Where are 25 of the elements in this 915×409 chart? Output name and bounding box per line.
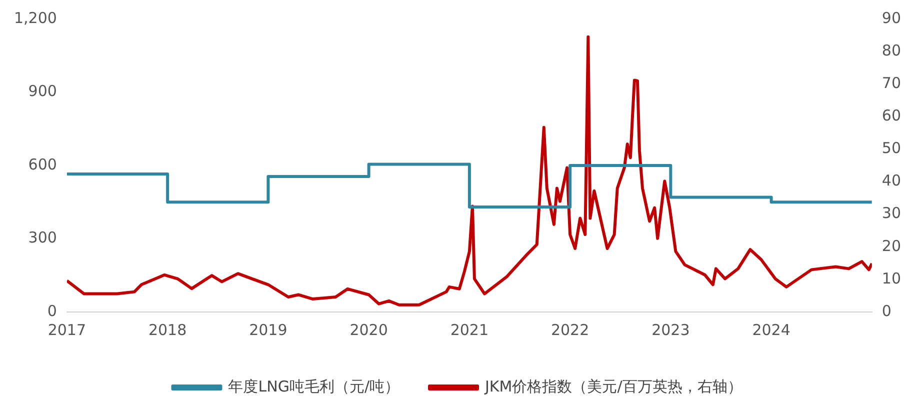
y2-tick-label: 10 — [882, 269, 902, 288]
y2-tick-label: 0 — [882, 302, 892, 320]
x-tick-label: 2021 — [450, 320, 489, 339]
y-tick-label: 0 — [47, 302, 57, 320]
y2-tick-label: 60 — [882, 106, 902, 125]
x-tick-label: 2022 — [550, 320, 590, 339]
y2-tick-label: 70 — [882, 74, 902, 92]
x-tick-label: 2023 — [652, 320, 690, 339]
y-tick-label: 1,200 — [14, 8, 57, 27]
y2-tick-label: 80 — [882, 41, 902, 60]
x-tick-label: 2017 — [48, 320, 86, 339]
y2-tick-label: 50 — [882, 139, 902, 158]
x-tick-label: 2020 — [350, 320, 388, 339]
y-tick-label: 900 — [28, 82, 57, 100]
y-tick-label: 300 — [28, 228, 57, 247]
y2-tick-label: 20 — [882, 236, 902, 255]
y-tick-label: 600 — [28, 155, 57, 174]
y2-tick-label: 40 — [882, 172, 902, 190]
x-tick-label: 2018 — [148, 320, 187, 339]
y2-tick-label: 30 — [882, 204, 902, 222]
x-tick-label: 2024 — [752, 320, 790, 339]
y2-tick-label: 90 — [882, 8, 902, 27]
legend-label: JKM价格指数（美元/百万英热，右轴） — [484, 377, 742, 396]
legend-label: 年度LNG吨毛利（元/吨） — [228, 377, 400, 396]
x-tick-label: 2019 — [249, 320, 288, 339]
